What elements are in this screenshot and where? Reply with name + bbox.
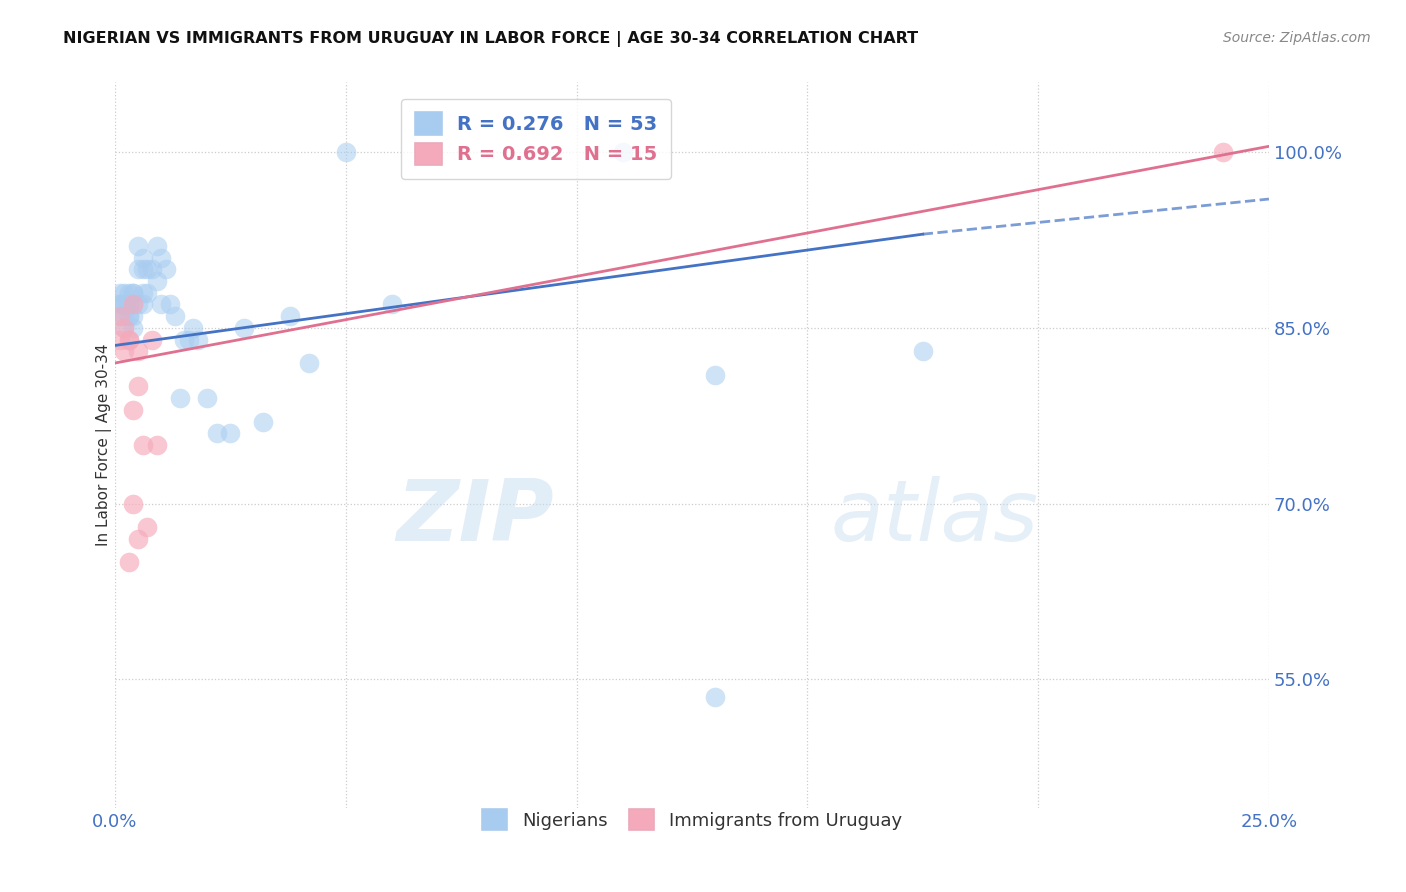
Y-axis label: In Labor Force | Age 30-34: In Labor Force | Age 30-34 (96, 343, 112, 546)
Point (132, 285, 155, 300)
Point (127, 262, 149, 277)
Point (108, 309, 131, 323)
Point (112, 285, 135, 300)
Point (122, 285, 145, 300)
Point (381, 297, 404, 311)
Point (112, 297, 135, 311)
Point (108, 309, 131, 323)
Point (205, 426, 228, 441)
Point (118, 285, 141, 300)
Point (118, 297, 141, 311)
Point (141, 262, 163, 277)
Point (169, 391, 191, 405)
Point (112, 321, 135, 335)
Point (141, 333, 163, 347)
Point (122, 309, 145, 323)
Point (145, 438, 167, 452)
Point (136, 262, 159, 277)
Point (132, 438, 155, 452)
Point (112, 297, 135, 311)
Point (150, 297, 173, 311)
Text: ZIP: ZIP (396, 476, 554, 559)
Point (132, 262, 155, 277)
Point (108, 285, 131, 300)
Point (183, 321, 205, 335)
Point (704, 690, 727, 704)
Point (122, 285, 145, 300)
Point (127, 344, 149, 359)
Point (132, 297, 155, 311)
Text: NIGERIAN VS IMMIGRANTS FROM URUGUAY IN LABOR FORCE | AGE 30-34 CORRELATION CHART: NIGERIAN VS IMMIGRANTS FROM URUGUAY IN L… (63, 31, 918, 47)
Point (911, 344, 934, 359)
Point (298, 356, 321, 370)
Point (118, 333, 141, 347)
Point (280, 309, 302, 323)
Point (136, 285, 159, 300)
Point (612, 145, 634, 160)
Point (150, 251, 173, 265)
Point (127, 532, 149, 546)
Point (122, 297, 145, 311)
Point (122, 321, 145, 335)
Point (177, 333, 200, 347)
Point (173, 333, 195, 347)
Point (1212, 145, 1234, 160)
Point (112, 321, 135, 335)
Point (112, 344, 135, 359)
Point (127, 239, 149, 253)
Point (704, 368, 727, 382)
Text: Source: ZipAtlas.com: Source: ZipAtlas.com (1223, 31, 1371, 45)
Point (118, 555, 141, 569)
Point (136, 520, 159, 534)
Point (335, 145, 357, 160)
Point (127, 379, 149, 393)
Point (108, 333, 131, 347)
Point (159, 297, 181, 311)
Point (145, 274, 167, 288)
Point (195, 391, 218, 405)
Point (122, 497, 145, 511)
Point (122, 297, 145, 311)
Point (219, 426, 242, 441)
Point (187, 333, 209, 347)
Point (108, 297, 131, 311)
Point (122, 402, 145, 417)
Point (108, 297, 131, 311)
Text: atlas: atlas (831, 476, 1039, 559)
Point (118, 333, 141, 347)
Point (155, 262, 177, 277)
Point (118, 309, 141, 323)
Legend: Nigerians, Immigrants from Uruguay: Nigerians, Immigrants from Uruguay (472, 800, 911, 839)
Point (145, 239, 167, 253)
Point (112, 309, 135, 323)
Point (118, 297, 141, 311)
Point (233, 321, 256, 335)
Point (118, 309, 141, 323)
Point (163, 309, 186, 323)
Point (252, 415, 274, 429)
Point (127, 297, 149, 311)
Point (132, 251, 155, 265)
